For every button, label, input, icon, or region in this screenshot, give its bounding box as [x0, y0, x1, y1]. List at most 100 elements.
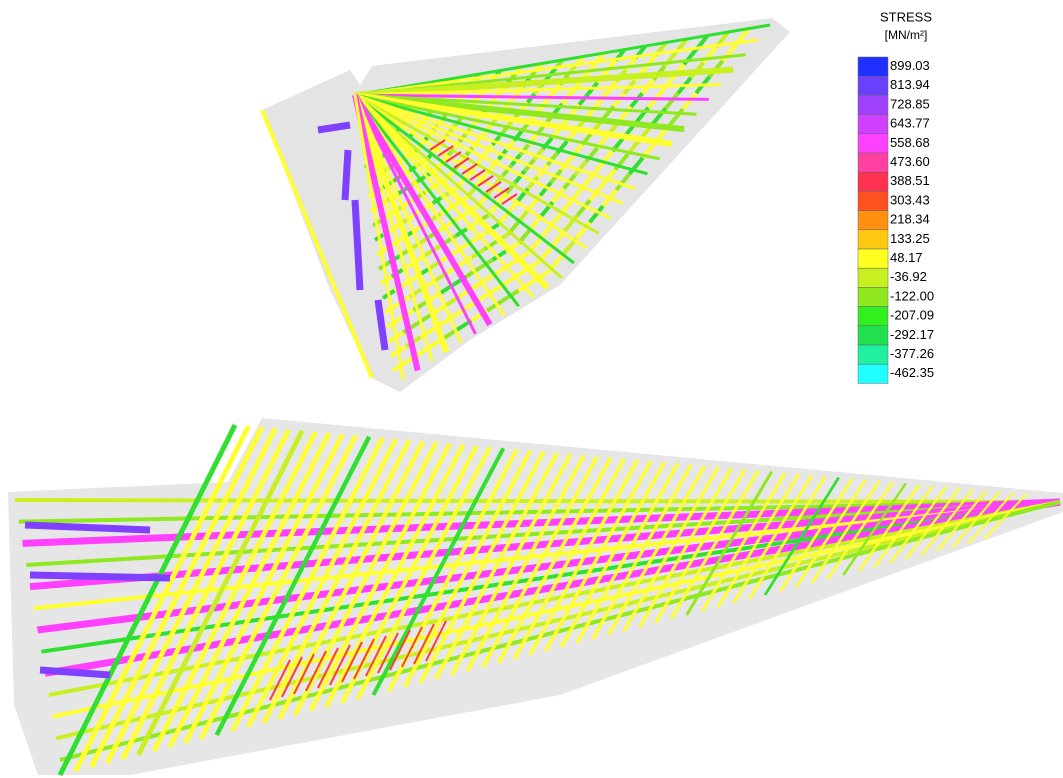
legend-label: 48.17 [890, 250, 923, 265]
legend-label: -462.35 [890, 365, 934, 380]
member [198, 434, 358, 741]
member [638, 467, 733, 628]
member [104, 427, 278, 765]
member [612, 92, 626, 108]
member [353, 94, 535, 299]
member [329, 644, 351, 686]
member [588, 204, 605, 224]
member [351, 199, 364, 291]
member [574, 221, 592, 240]
member [354, 93, 624, 205]
member [500, 259, 517, 272]
member [354, 93, 661, 161]
legend-label: 133.25 [890, 231, 930, 246]
member [39, 666, 111, 679]
member [413, 623, 435, 665]
legend-swatch [857, 344, 889, 365]
member [779, 477, 854, 592]
member [795, 479, 867, 588]
legend-label: -292.17 [890, 327, 934, 342]
member [563, 193, 579, 211]
member [33, 500, 1061, 611]
member [685, 470, 773, 616]
member [681, 91, 698, 111]
member [151, 430, 318, 753]
member [317, 121, 351, 134]
member [653, 468, 747, 624]
member [341, 149, 352, 201]
member [587, 164, 603, 182]
member [544, 460, 653, 652]
member [936, 489, 988, 552]
member [401, 626, 423, 668]
member [418, 450, 546, 684]
member [491, 249, 507, 262]
legend-label: -36.92 [890, 269, 927, 284]
member [451, 244, 465, 256]
legend-swatch [857, 306, 889, 327]
member [277, 440, 425, 720]
member [230, 436, 385, 733]
member [905, 487, 961, 560]
member [622, 466, 720, 632]
member [305, 650, 327, 692]
member [214, 435, 372, 737]
legend-swatch [857, 267, 889, 288]
member [354, 38, 758, 97]
legend-label: 813.94 [890, 77, 930, 92]
member [377, 632, 399, 674]
legend-swatch [857, 133, 889, 154]
legend-swatch [857, 287, 889, 307]
member [308, 442, 452, 712]
member [485, 181, 502, 193]
member [748, 475, 827, 600]
member [501, 193, 518, 205]
member [352, 93, 450, 354]
member [48, 500, 1061, 697]
legend-swatch [857, 152, 889, 173]
member [465, 220, 479, 231]
member [545, 151, 559, 167]
member [763, 476, 840, 596]
member [293, 653, 315, 695]
member [575, 199, 592, 217]
member [389, 629, 411, 671]
member [374, 299, 389, 351]
legend-label: -122.00 [890, 288, 934, 303]
member [37, 498, 1061, 634]
legend-swatch [857, 191, 889, 211]
legend-swatch [857, 229, 889, 250]
legend-unit: [MN/m²] [885, 28, 928, 42]
member [613, 153, 630, 171]
member [354, 93, 709, 101]
member [14, 498, 1061, 504]
member [497, 456, 613, 664]
member [889, 486, 948, 564]
member [559, 461, 666, 648]
legend-label: 558.68 [890, 135, 930, 150]
member [355, 446, 492, 700]
member [465, 266, 481, 279]
member [481, 455, 599, 668]
member [354, 93, 636, 191]
member [57, 423, 238, 777]
member [260, 109, 374, 379]
member [354, 93, 575, 265]
legend-swatch [857, 248, 889, 269]
legend-label: -207.09 [890, 308, 934, 323]
member [353, 638, 375, 680]
member [842, 482, 907, 576]
member [324, 443, 465, 708]
member [354, 93, 612, 220]
member [444, 234, 458, 245]
member [183, 433, 345, 745]
member [517, 279, 536, 293]
member [352, 92, 550, 290]
member [526, 175, 540, 191]
member [479, 288, 497, 301]
member [575, 462, 680, 644]
member [716, 473, 800, 608]
member [354, 23, 771, 97]
legend-label: 303.43 [890, 192, 930, 207]
legend-title: STRESS [880, 9, 932, 24]
